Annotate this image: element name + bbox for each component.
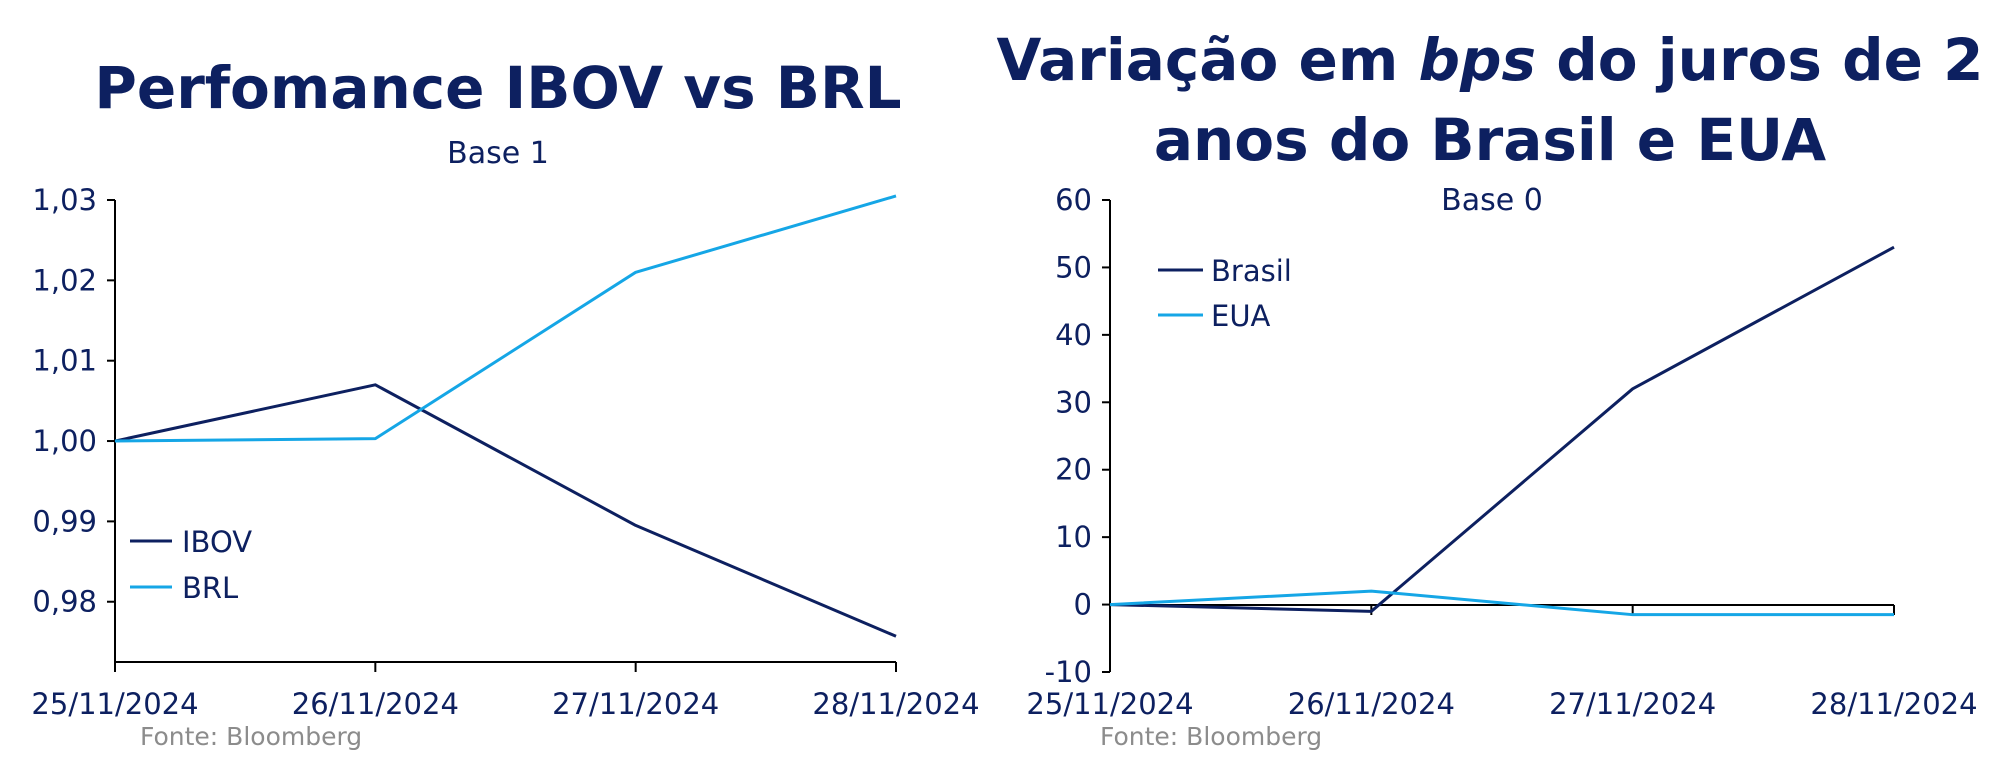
- chart2-subtitle: Base 0: [1441, 183, 1543, 218]
- chart2-legend: Brasil EUA: [1158, 254, 1292, 333]
- y-tick-label: 0: [1074, 588, 1092, 622]
- x-tick-label: 25/11/2024: [1026, 687, 1193, 721]
- y-tick-label: 0,98: [32, 585, 97, 619]
- chart1-legend: IBOV BRL: [130, 525, 252, 605]
- x-tick-label: 28/11/2024: [1810, 687, 1977, 721]
- y-tick-label: 1,00: [32, 424, 97, 458]
- y-tick-label: 40: [1055, 318, 1092, 352]
- legend-brl-label: BRL: [182, 571, 238, 605]
- chart2-title-line2: anos do Brasil e EUA: [1154, 106, 1826, 174]
- series-brasil-line: [1109, 245, 1895, 613]
- x-tick-label: 27/11/2024: [1549, 687, 1716, 721]
- chart1-source: Fonte: Bloomberg: [140, 722, 362, 751]
- y-tick-label: 1,01: [32, 344, 97, 378]
- series-brl-line: [114, 194, 897, 443]
- ibov-brl-chart: Perfomance IBOV vs BRL Base 1 0,98 0,99 1,…: [31, 54, 979, 751]
- y-tick-label: 10: [1055, 520, 1092, 554]
- y-tick-label: 50: [1055, 250, 1092, 284]
- y-tick-label: 60: [1055, 183, 1092, 217]
- chart1-title: Perfomance IBOV vs BRL: [94, 54, 901, 122]
- x-tick-label: 27/11/2024: [552, 687, 719, 721]
- x-tick-label: 26/11/2024: [1288, 687, 1455, 721]
- series-ibov-line: [114, 383, 897, 638]
- legend-ibov-label: IBOV: [182, 525, 252, 559]
- y-tick-label: 30: [1055, 385, 1092, 419]
- y-tick-label: 1,03: [32, 183, 97, 217]
- x-tick-label: 28/11/2024: [812, 687, 979, 721]
- y-tick-label: -10: [1045, 655, 1092, 689]
- series-eua-line: [1109, 589, 1894, 617]
- chart1-subtitle: Base 1: [447, 136, 549, 171]
- y-tick-label: 0,99: [32, 504, 97, 538]
- chart2-source: Fonte: Bloomberg: [1100, 722, 1322, 751]
- y-tick-label: 20: [1055, 453, 1092, 487]
- juros-chart: Variação em bps do juros de 2 anos do Br…: [996, 26, 1983, 751]
- legend-eua-label: EUA: [1211, 299, 1271, 333]
- y-tick-label: 1,02: [32, 263, 97, 297]
- x-tick-label: 26/11/2024: [292, 687, 459, 721]
- x-tick-label: 25/11/2024: [31, 687, 198, 721]
- chart2-title-line1: Variação em bps do juros de 2: [996, 26, 1983, 94]
- legend-brasil-label: Brasil: [1211, 254, 1292, 288]
